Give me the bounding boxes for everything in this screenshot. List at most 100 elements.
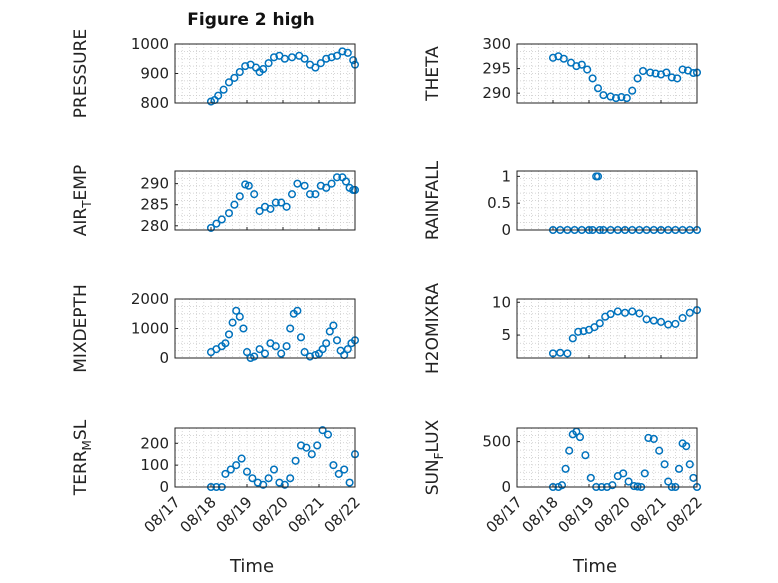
subplot-1-axes-frame xyxy=(174,43,356,104)
subplot-3-data-point xyxy=(332,173,342,182)
subplot-7-data-point xyxy=(221,469,230,478)
subplot-5-data-point xyxy=(239,324,248,333)
subplot-2-data-point xyxy=(559,54,568,63)
subplot-8-data-point xyxy=(575,433,585,442)
subplot-2-ytick-label: 295 xyxy=(482,60,511,78)
subplot-5-data-point xyxy=(318,345,327,354)
subplot-5-data-point xyxy=(224,330,234,339)
subplot-2-data-point xyxy=(593,84,603,93)
subplot-6-data-point xyxy=(678,313,687,323)
subplot-3-data-point xyxy=(305,190,315,199)
subplot-5-data-point xyxy=(260,349,270,358)
subplot-6-data-point xyxy=(568,334,577,343)
subplot-6-ytick-label: 5 xyxy=(501,326,511,344)
subplot-1-data-point xyxy=(241,62,250,71)
subplot-7-data-point xyxy=(334,469,343,478)
subplot-1-data-point xyxy=(327,53,336,62)
subplot-2-data-point xyxy=(633,74,642,83)
subplot-8-axes-frame xyxy=(516,427,698,488)
subplot-5-data-point xyxy=(242,348,252,357)
subplot-7-data-point xyxy=(232,461,241,470)
subplot-6-ylabel: H2OMIXRA xyxy=(423,283,443,374)
subplot-6-data-point xyxy=(649,316,658,325)
subplot-6-data-point xyxy=(595,319,604,328)
subplot-7-data-point xyxy=(318,426,327,435)
subplot-2-ytick-label: 290 xyxy=(482,84,511,102)
subplot-7-xtick-label: 08/20 xyxy=(249,493,292,536)
subplot-7-data-point xyxy=(269,465,279,474)
subplot-7-data-point xyxy=(286,474,295,483)
subplot-2-data-point xyxy=(599,91,608,100)
subplot-5-data-point xyxy=(228,318,237,327)
subplot-6-data-point xyxy=(574,327,583,336)
subplot-8-data-point xyxy=(561,464,570,473)
subplot-3-data-point xyxy=(282,202,291,211)
subplot-3-data-point xyxy=(224,209,234,218)
subplot-3-data-point xyxy=(271,198,280,207)
subplot-1-data-point xyxy=(287,53,297,62)
subplot-6-data-point xyxy=(635,309,644,318)
subplot-1-data-point xyxy=(230,73,239,82)
subplot-2-ylabel: THETA xyxy=(423,46,443,102)
subplot-7-data-point xyxy=(237,454,246,463)
subplot-5-data-point xyxy=(293,306,302,315)
subplot-3-data-point xyxy=(311,190,320,199)
subplot-1-data-point xyxy=(264,59,273,68)
subplot-3-data-point xyxy=(266,204,275,213)
subplot-7-data-point xyxy=(242,467,252,476)
subplot-2-data-point xyxy=(628,86,637,95)
subplot-1-ytick-label: 800 xyxy=(140,94,169,112)
subplot-1-data-point xyxy=(338,47,347,56)
subplot-8-xtick-label: 08/22 xyxy=(663,493,706,536)
subplot-8-data-point xyxy=(640,469,649,478)
subplot-2-data-point xyxy=(646,68,655,77)
subplot-2-axes-frame xyxy=(516,43,698,104)
subplot-8-xtick-label: 08/21 xyxy=(627,493,670,536)
subplot-1-data-point xyxy=(259,65,268,74)
subplot-2-data-point xyxy=(651,69,660,78)
subplot-5-data-point xyxy=(329,321,338,330)
subplot-6-ytick-label: 10 xyxy=(492,293,511,311)
subplot-7-data-point xyxy=(259,480,268,489)
subplot-7-ytick-label: 100 xyxy=(140,456,169,474)
subplot-5-data-point xyxy=(322,339,331,348)
subplot-5-ylabel: MIXDEPTH xyxy=(71,284,91,373)
subplot-8-data-point xyxy=(649,434,658,443)
subplot-4-ytick-label: 0 xyxy=(501,221,511,239)
subplot-8-data-point xyxy=(644,433,653,443)
subplot-4-data-point xyxy=(593,172,603,181)
subplot-7-data-point xyxy=(291,456,300,465)
subplot-7-data-point xyxy=(323,430,333,439)
subplot-1-data-point xyxy=(269,53,279,62)
subplot-2-data-point xyxy=(638,66,648,76)
subplot-2-data-point xyxy=(548,53,558,62)
subplot-5-data-point xyxy=(277,349,286,358)
subplot-7-ylabel: TERRMSL xyxy=(71,419,94,496)
subplot-6-data-point xyxy=(656,317,666,326)
subplot-7-data-point xyxy=(248,474,257,483)
subplot-5-data-point xyxy=(343,345,352,354)
subplot-6-data-point xyxy=(579,327,588,336)
subplot-6-data-point xyxy=(606,310,615,319)
subplot-6-axes-frame xyxy=(516,298,698,359)
subplot-5-data-point xyxy=(282,342,291,351)
subplot-1-data-point xyxy=(311,63,320,72)
subplot-7-xtick-label: 08/19 xyxy=(213,493,256,536)
subplot-5-data-point xyxy=(221,339,230,348)
subplot-1-ytick-label: 1000 xyxy=(131,35,169,53)
subplot-1-data-point xyxy=(300,54,309,63)
figure-title: Figure 2 high xyxy=(187,10,315,30)
subplot-1-data-point xyxy=(316,59,325,68)
subplot-5-data-point xyxy=(250,352,259,361)
subplot-7-xtick-label: 08/18 xyxy=(177,493,220,536)
subplot-5-data-point xyxy=(232,306,241,315)
subplot-8-ylabel: SUNFLUX xyxy=(423,419,446,495)
subplot-3-ylabel: AIRTEMP xyxy=(71,165,94,236)
subplot-3-data-point xyxy=(212,219,221,228)
subplot-1-data-point xyxy=(332,51,342,60)
subplot-5-data-point xyxy=(255,345,264,354)
subplot-8-xtick-label: 08/19 xyxy=(555,493,598,536)
subplot-8-data-point xyxy=(682,442,691,451)
subplot-8-data-point xyxy=(624,477,633,486)
subplot-3-data-point xyxy=(293,179,302,188)
